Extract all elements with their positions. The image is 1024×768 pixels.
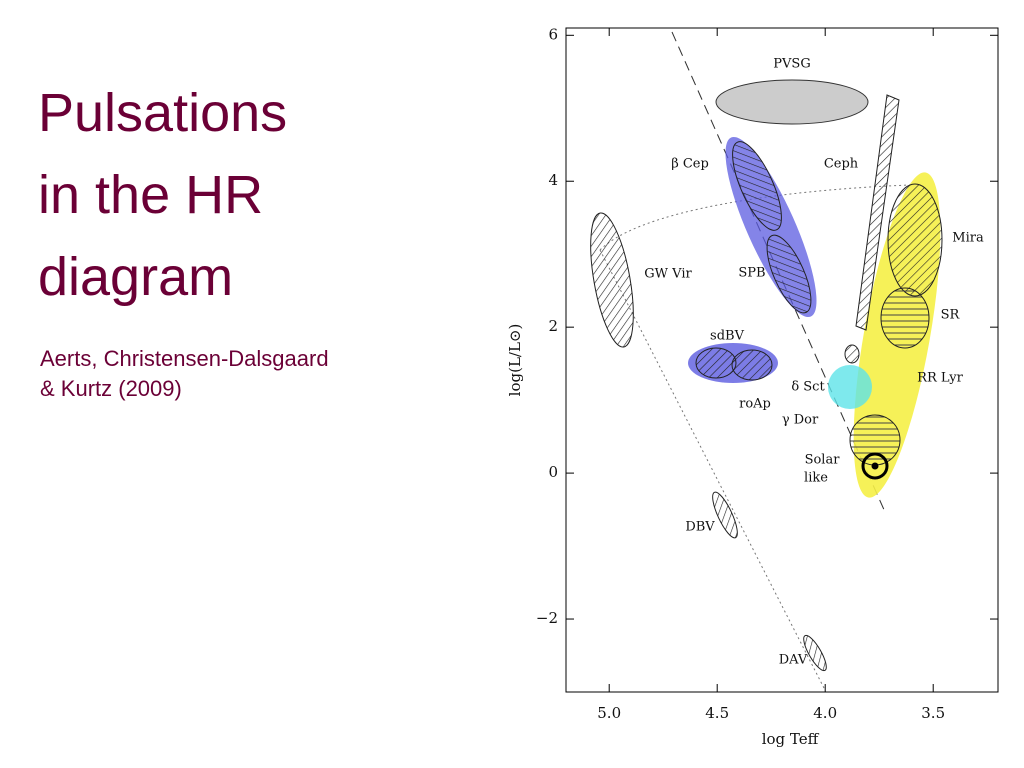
title-line: diagram (38, 247, 234, 307)
region-label: GW Vir (644, 267, 692, 282)
region-label: PVSG (773, 57, 810, 72)
solar-like-region (849, 414, 901, 466)
y-axis-label: log(L/L⊙) (506, 324, 524, 397)
region-label: DAV (779, 653, 808, 668)
region-label: DBV (685, 520, 715, 535)
rr-lyr-region (844, 344, 860, 364)
subtitle-line: & Kurtz (2009) (40, 376, 182, 401)
spb-region (766, 234, 812, 314)
region-label: RR Lyr (917, 371, 963, 386)
track (599, 249, 826, 691)
region-label: δ Sct (791, 380, 825, 395)
x-tick-label: 3.5 (921, 704, 945, 722)
region-label: Solar (805, 453, 841, 468)
region-label: like (804, 471, 828, 486)
y-tick-label: 0 (548, 463, 558, 481)
x-tick-label: 4.5 (705, 704, 729, 722)
y-tick-label: −2 (536, 609, 558, 627)
x-tick-label: 4.0 (813, 704, 837, 722)
sdbv-region (731, 349, 773, 381)
region-label: Ceph (824, 157, 859, 172)
ceph-strip (855, 94, 900, 331)
sdbv-region (695, 347, 737, 379)
region-label: Mira (952, 231, 984, 246)
y-tick-label: 2 (548, 317, 558, 335)
sun-symbol (871, 462, 879, 470)
y-tick-label: 6 (548, 25, 558, 43)
sr-region (880, 287, 930, 349)
delta-sct-band (828, 365, 872, 409)
region-label: roAp (739, 397, 771, 412)
mira-region (887, 183, 943, 297)
pvsg-region (715, 79, 869, 125)
title-line: in the HR (38, 165, 264, 225)
sun-symbol (861, 452, 889, 480)
region-label: SPB (738, 266, 765, 281)
region-label: sdBV (710, 329, 745, 344)
dav-region (803, 634, 827, 672)
title-line: Pulsations (38, 83, 288, 143)
gw-vir-region (590, 212, 634, 348)
title: Pulsations in the HR diagram (38, 72, 458, 318)
x-axis-label: log Teff (762, 730, 820, 748)
subtitle-line: Aerts, Christensen-Dalsgaard (40, 346, 329, 371)
region-label: β Cep (671, 157, 709, 172)
beta-cep-region (732, 141, 782, 231)
dbv-region (712, 491, 738, 539)
region-label: SR (941, 308, 961, 323)
region-label: γ Dor (782, 413, 819, 428)
x-tick-label: 5.0 (597, 704, 621, 722)
plot-frame (565, 27, 999, 693)
y-tick-label: 4 (548, 171, 558, 189)
regions (590, 31, 943, 691)
subtitle: Aerts, Christensen-Dalsgaard & Kurtz (20… (40, 344, 440, 404)
track (599, 184, 911, 251)
